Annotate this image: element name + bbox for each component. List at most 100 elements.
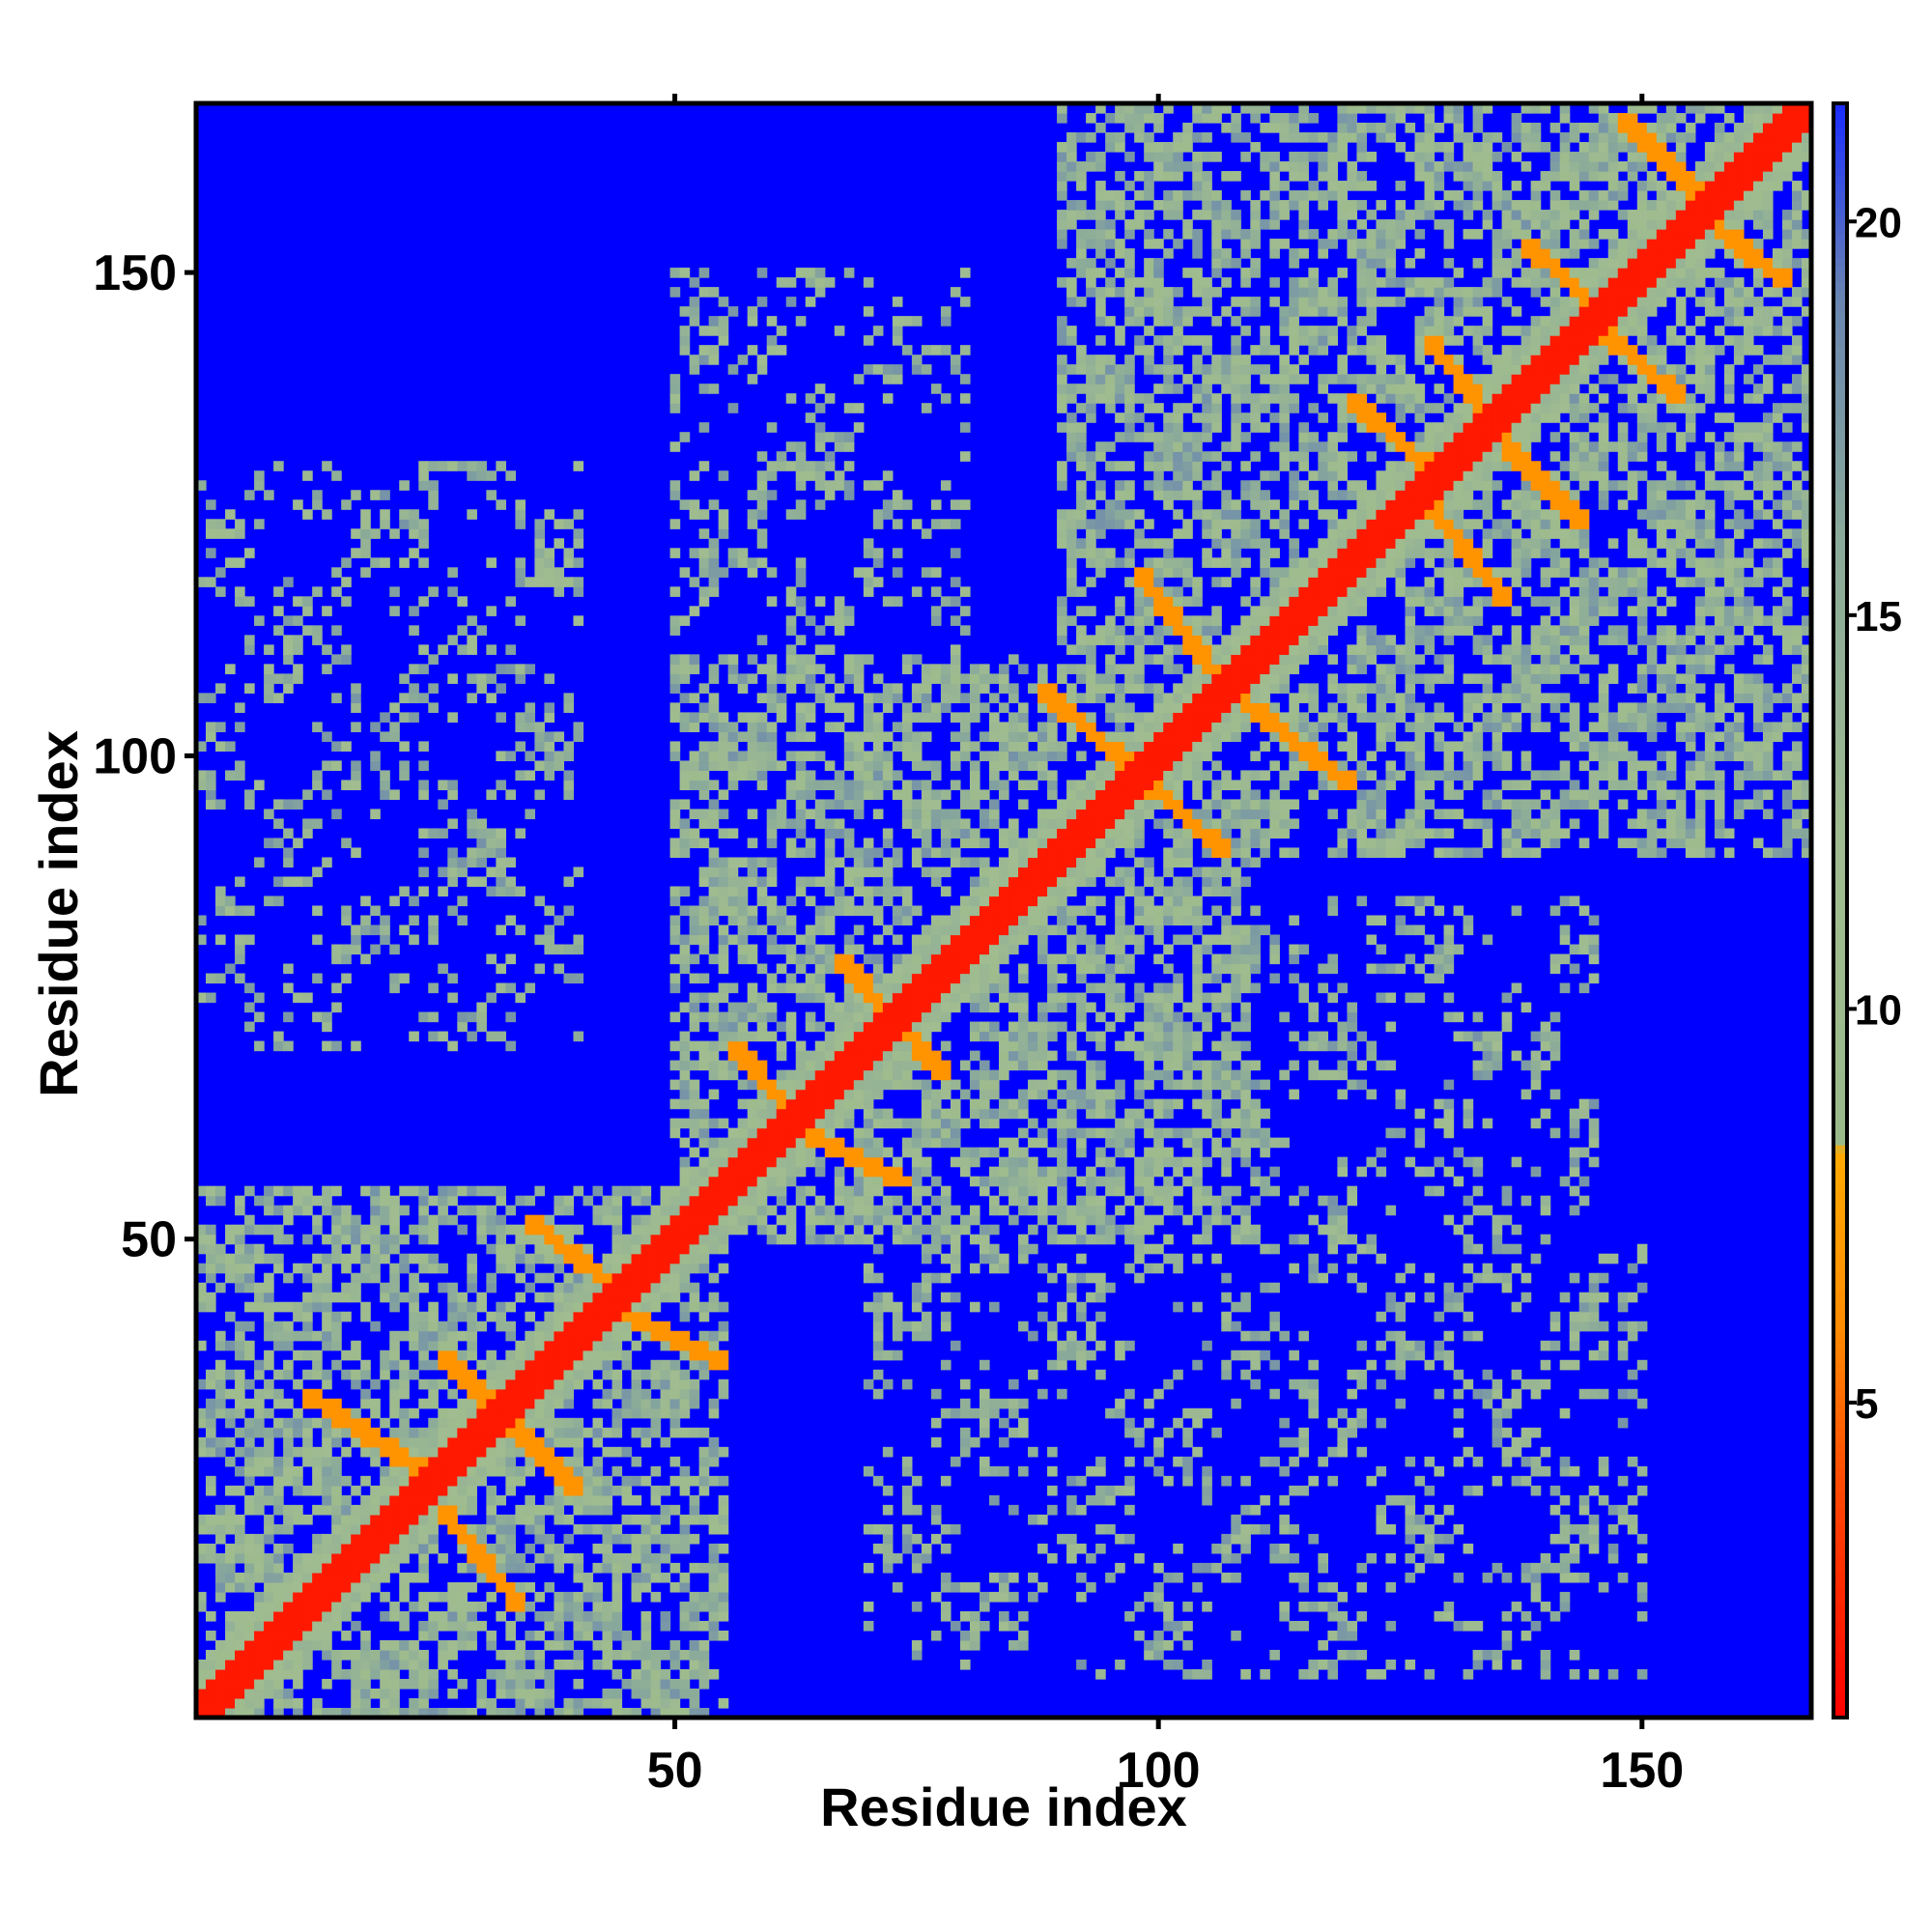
heatmap-cell: [418, 1659, 429, 1670]
heatmap-cell: [901, 316, 913, 327]
heatmap-cell: [766, 722, 778, 732]
heatmap-cell: [235, 1205, 245, 1216]
heatmap-cell: [1057, 847, 1067, 859]
heatmap-cell: [708, 895, 720, 907]
heatmap-cell: [901, 1378, 913, 1390]
heatmap-cell: [795, 441, 807, 452]
heatmap-cell: [1076, 451, 1087, 462]
heatmap-cell: [1037, 857, 1048, 868]
heatmap-cell: [457, 1504, 468, 1516]
heatmap-cell: [872, 1301, 884, 1313]
heatmap-cell: [341, 1427, 352, 1438]
heatmap-cell: [544, 1697, 555, 1709]
heatmap-cell: [747, 1079, 758, 1091]
heatmap-cell: [1086, 1214, 1096, 1226]
heatmap-cell: [1037, 1292, 1048, 1303]
heatmap-cell: [525, 1601, 536, 1612]
heatmap-cell: [930, 1011, 942, 1023]
heatmap-cell: [863, 1272, 874, 1284]
heatmap-cell: [293, 1350, 303, 1361]
heatmap-cell: [283, 1369, 294, 1380]
heatmap-cell: [814, 953, 826, 965]
heatmap-cell: [1037, 1089, 1048, 1100]
heatmap-cell: [950, 818, 961, 830]
heatmap-cell: [940, 789, 952, 801]
heatmap-cell: [573, 944, 584, 955]
heatmap-cell: [766, 876, 778, 888]
heatmap-cell: [718, 1301, 729, 1313]
heatmap-cell: [370, 1456, 381, 1467]
heatmap-cell: [409, 712, 419, 723]
heatmap-cell: [1057, 1118, 1067, 1129]
heatmap-cell: [708, 384, 720, 394]
heatmap-cell: [737, 886, 749, 897]
heatmap-cell: [534, 1330, 546, 1342]
heatmap-cell: [592, 1378, 604, 1390]
heatmap-cell: [631, 1494, 642, 1506]
heatmap-cell: [1009, 1137, 1019, 1149]
heatmap-cell: [660, 1707, 671, 1719]
heatmap-cell: [602, 1485, 613, 1496]
heatmap-cell: [892, 1031, 903, 1042]
heatmap-cell: [718, 1176, 729, 1187]
heatmap-cell: [370, 1514, 381, 1525]
heatmap-cell: [979, 1089, 990, 1100]
heatmap-cell: [418, 1321, 429, 1332]
heatmap-cell: [1086, 132, 1096, 143]
heatmap-cell: [515, 615, 526, 626]
heatmap-cell: [631, 1272, 642, 1284]
heatmap-cell: [689, 809, 700, 820]
heatmap-cell: [331, 1562, 342, 1574]
heatmap-cell: [756, 1127, 768, 1139]
heatmap-cell: [273, 1321, 284, 1332]
heatmap-cell: [486, 1243, 497, 1255]
heatmap-cell: [341, 1601, 352, 1612]
heatmap-cell: [669, 1292, 681, 1303]
heatmap-cell: [351, 1340, 361, 1351]
heatmap-cell: [476, 1552, 487, 1564]
heatmap-cell: [853, 1069, 865, 1081]
heatmap-cell: [834, 1098, 845, 1110]
heatmap-cell: [901, 702, 913, 713]
heatmap-cell: [911, 1475, 923, 1487]
heatmap-cell: [669, 1234, 681, 1245]
heatmap-cell: [911, 1195, 923, 1207]
heatmap-cell: [293, 1610, 303, 1622]
heatmap-cell: [631, 1407, 642, 1419]
heatmap-cell: [872, 1147, 884, 1158]
heatmap-cell: [409, 1272, 419, 1284]
heatmap-cell: [592, 1639, 604, 1651]
heatmap-cell: [766, 895, 778, 907]
heatmap-cell: [467, 1263, 477, 1274]
heatmap-cell: [640, 1282, 652, 1293]
heatmap-cell: [554, 1417, 565, 1429]
heatmap-cell: [1057, 809, 1067, 820]
heatmap-cell: [496, 1678, 506, 1690]
heatmap-cell: [196, 693, 207, 703]
heatmap-cell: [843, 731, 855, 742]
heatmap-cell: [341, 1543, 352, 1554]
heatmap-cell: [747, 1147, 758, 1158]
heatmap-cell: [1009, 1214, 1019, 1226]
heatmap-cell: [766, 838, 778, 849]
heatmap-cell: [718, 1224, 729, 1236]
heatmap-cell: [998, 1591, 1009, 1603]
heatmap-cell: [698, 973, 710, 984]
heatmap-cell: [1076, 1253, 1087, 1264]
heatmap-cell: [756, 992, 768, 1004]
heatmap-cell: [853, 1011, 865, 1023]
heatmap-cell: [863, 306, 874, 317]
heatmap-cell: [882, 780, 894, 791]
heatmap-cell: [640, 1610, 652, 1622]
heatmap-cell: [669, 1282, 681, 1293]
heatmap-cell: [380, 1504, 390, 1516]
heatmap-cell: [496, 1436, 506, 1448]
heatmap-cell: [534, 519, 546, 529]
heatmap-cell: [1066, 567, 1077, 578]
heatmap-cell: [766, 664, 778, 674]
heatmap-cell: [843, 944, 855, 955]
heatmap-cell: [592, 1494, 604, 1506]
heatmap-cell: [505, 953, 516, 965]
heatmap-cell: [1037, 1195, 1048, 1207]
heatmap-cell: [979, 818, 990, 830]
